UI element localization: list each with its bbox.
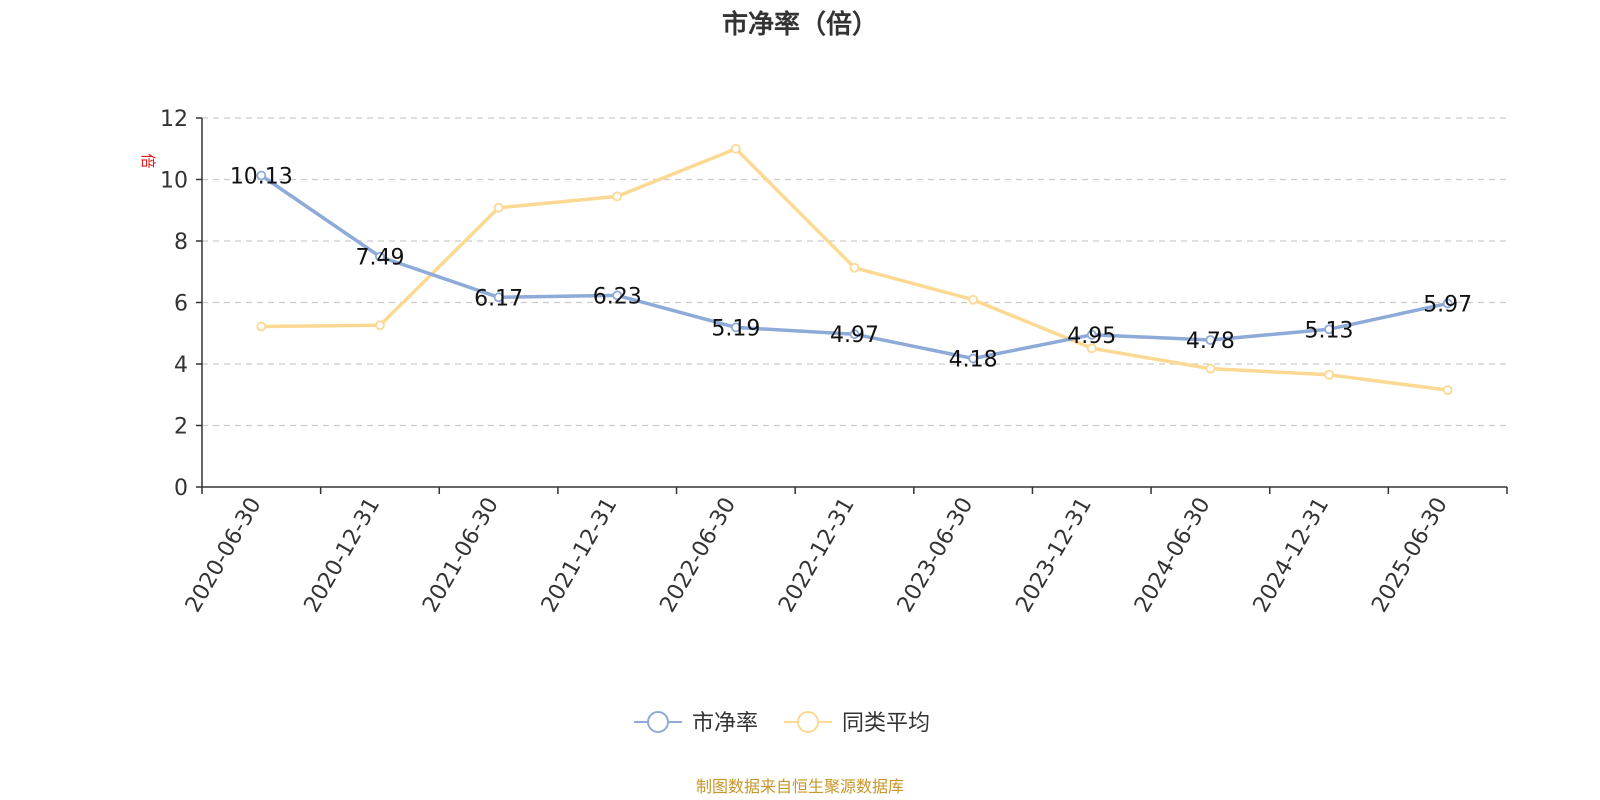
x-tick-label: 2024-12-31 xyxy=(1249,494,1335,617)
data-label: 4.95 xyxy=(1067,324,1116,349)
y-tick-label: 6 xyxy=(174,292,188,317)
legend[interactable]: 市净率 同类平均 xyxy=(634,711,930,736)
data-label: 10.13 xyxy=(230,165,293,190)
data-labels: 10.13 7.49 6.17 6.23 5.19 4.97 4.18 4.95 4.78 5.1… xyxy=(230,165,1472,373)
x-axis-ticks: 2020-06-30 2020-12-31 2021-06-30 2021-12-31… xyxy=(181,487,1508,617)
data-point xyxy=(493,292,504,303)
legend-item-1[interactable]: 同类平均 xyxy=(784,711,930,736)
data-label: 7.49 xyxy=(355,246,404,271)
y-axis-ticks: 0 2 4 6 8 10 12 xyxy=(160,107,202,501)
data-point xyxy=(730,322,741,333)
data-point xyxy=(1442,298,1453,309)
y-tick-label: 2 xyxy=(174,415,188,440)
y-tick-label: 4 xyxy=(174,353,188,378)
data-point xyxy=(849,262,860,273)
data-point xyxy=(849,329,860,340)
data-point xyxy=(256,170,267,181)
legend-item-0[interactable]: 市净率 xyxy=(634,711,758,736)
legend-marker xyxy=(797,711,819,733)
grid-lines xyxy=(202,117,1507,427)
legend-label: 同类平均 xyxy=(842,711,930,736)
data-point xyxy=(612,290,623,301)
x-tick-label: 2022-12-31 xyxy=(774,494,860,617)
data-point xyxy=(612,191,623,202)
y-tick-label: 12 xyxy=(160,107,188,132)
x-tick-label: 2024-06-30 xyxy=(1130,494,1216,617)
x-tick-label: 2022-06-30 xyxy=(655,494,741,617)
data-point xyxy=(1324,369,1334,380)
legend-marker xyxy=(647,711,669,733)
y-tick-label: 8 xyxy=(174,230,188,255)
data-point xyxy=(1086,329,1097,340)
x-tick-label: 2021-12-31 xyxy=(537,494,623,617)
x-tick-label: 2023-12-31 xyxy=(1011,494,1097,617)
data-label: 5.97 xyxy=(1423,292,1472,317)
y-tick-label: 0 xyxy=(174,476,188,501)
data-label: 6.23 xyxy=(593,284,642,309)
legend-label: 市净率 xyxy=(692,711,758,736)
chart-title: 市净率（倍） xyxy=(722,9,878,40)
data-point xyxy=(375,251,385,262)
source-note: 制图数据来自恒生聚源数据库 xyxy=(696,777,904,796)
x-tick-label: 2023-06-30 xyxy=(893,494,979,617)
data-point xyxy=(1442,385,1453,396)
series-lines xyxy=(256,143,1453,396)
data-label: 4.97 xyxy=(830,323,879,348)
y-unit-label: 倍 xyxy=(139,153,157,168)
data-point xyxy=(968,353,979,364)
y-tick-label: 10 xyxy=(160,169,188,194)
x-tick-label: 2025-06-30 xyxy=(1367,494,1453,617)
data-label: 4.78 xyxy=(1186,329,1235,354)
data-label: 4.18 xyxy=(949,347,998,372)
data-label: 6.17 xyxy=(474,286,523,311)
data-label: 5.19 xyxy=(711,316,760,341)
data-point xyxy=(493,202,504,213)
data-point xyxy=(256,321,267,332)
data-label: 5.13 xyxy=(1305,318,1354,343)
data-point xyxy=(730,143,741,154)
data-point xyxy=(1205,335,1216,345)
data-point xyxy=(375,320,385,331)
x-tick-label: 2020-12-31 xyxy=(300,494,386,617)
x-tick-label: 2020-06-30 xyxy=(181,494,267,617)
data-point xyxy=(968,294,979,305)
x-tick-label: 2021-06-30 xyxy=(418,494,504,617)
data-point xyxy=(1086,343,1097,354)
data-point xyxy=(1324,324,1334,335)
data-point xyxy=(1205,363,1216,374)
